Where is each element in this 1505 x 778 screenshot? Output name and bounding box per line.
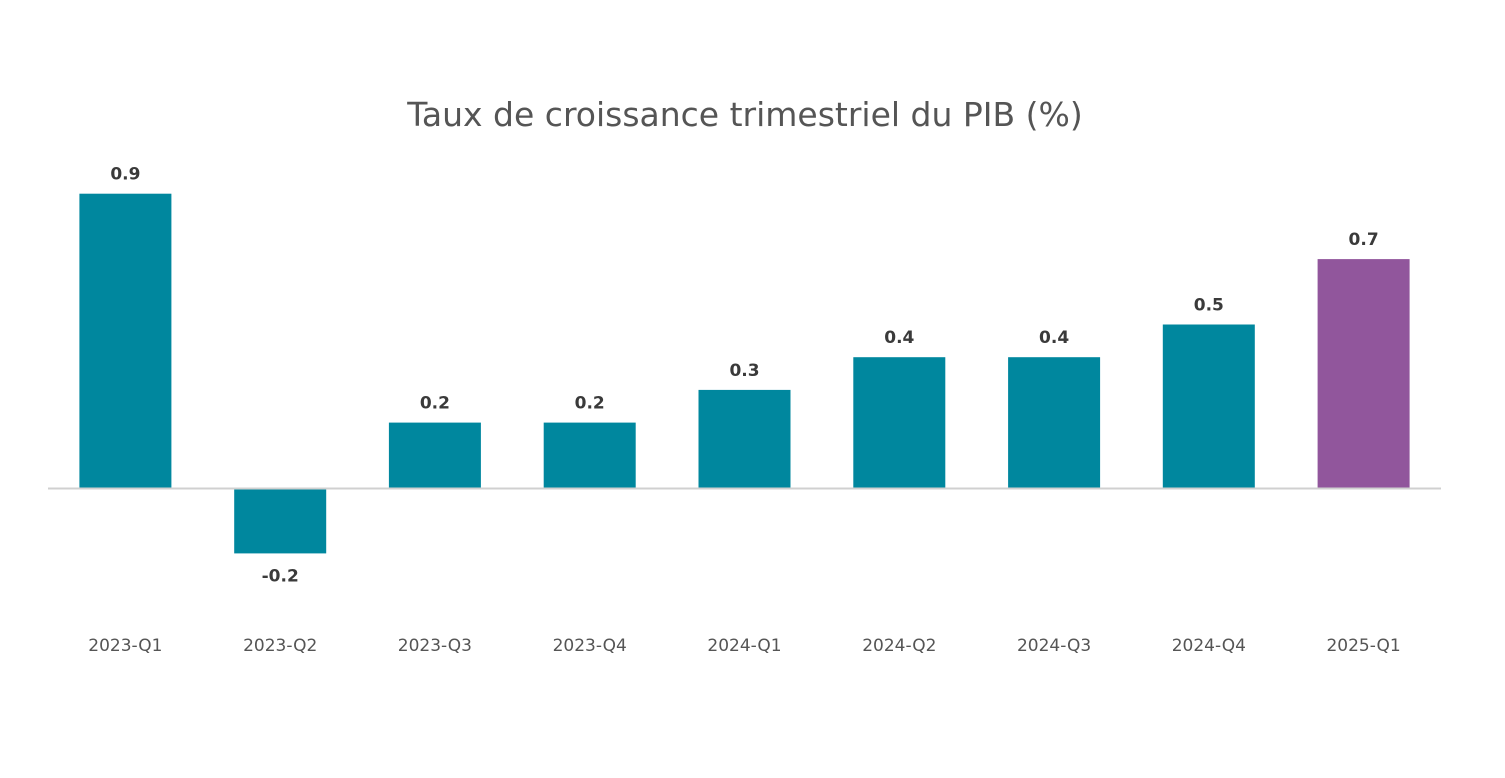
tick-label-2023-Q3: 2023-Q3 [398,636,472,656]
tick-label-2024-Q2: 2024-Q2 [862,636,936,656]
value-labels-group: 0.9 -0.2 0.2 0.2 0.3 0.4 0.4 0.5 0.7 [110,165,1378,587]
chart-title: Taux de croissance trimestriel du PIB (%… [406,95,1083,134]
tick-label-2024-Q1: 2024-Q1 [707,636,781,656]
value-label-2023-Q2: -0.2 [262,566,299,586]
value-label-2023-Q4: 0.2 [575,394,605,414]
tick-label-2023-Q4: 2023-Q4 [553,636,627,656]
bars-group [79,193,1410,554]
bar-2025-Q1 [1317,259,1410,488]
tick-label-2023-Q2: 2023-Q2 [243,636,317,656]
value-label-2023-Q3: 0.2 [420,394,450,414]
value-label-2025-Q1: 0.7 [1349,230,1379,250]
value-label-2024-Q1: 0.3 [729,361,759,381]
value-label-2023-Q1: 0.9 [110,165,140,185]
bar-2023-Q4 [543,422,636,488]
bar-2024-Q2 [853,357,946,488]
bar-2023-Q3 [388,422,481,488]
value-label-2024-Q4: 0.5 [1194,296,1224,316]
tick-label-2025-Q1: 2025-Q1 [1326,636,1400,656]
bar-2024-Q3 [1008,357,1101,488]
tick-label-2024-Q4: 2024-Q4 [1172,636,1246,656]
bar-2024-Q1 [698,389,791,488]
value-label-2024-Q2: 0.4 [884,328,914,348]
category-tick-labels-group: 2023-Q1 2023-Q2 2023-Q3 2023-Q4 2024-Q1 2024-… [88,636,1400,656]
bar-2024-Q4 [1162,324,1255,488]
tick-label-2024-Q3: 2024-Q3 [1017,636,1091,656]
value-label-2024-Q3: 0.4 [1039,328,1069,348]
tick-label-2023-Q1: 2023-Q1 [88,636,162,656]
bar-2023-Q2 [234,489,327,554]
bar-2023-Q1 [79,193,172,488]
